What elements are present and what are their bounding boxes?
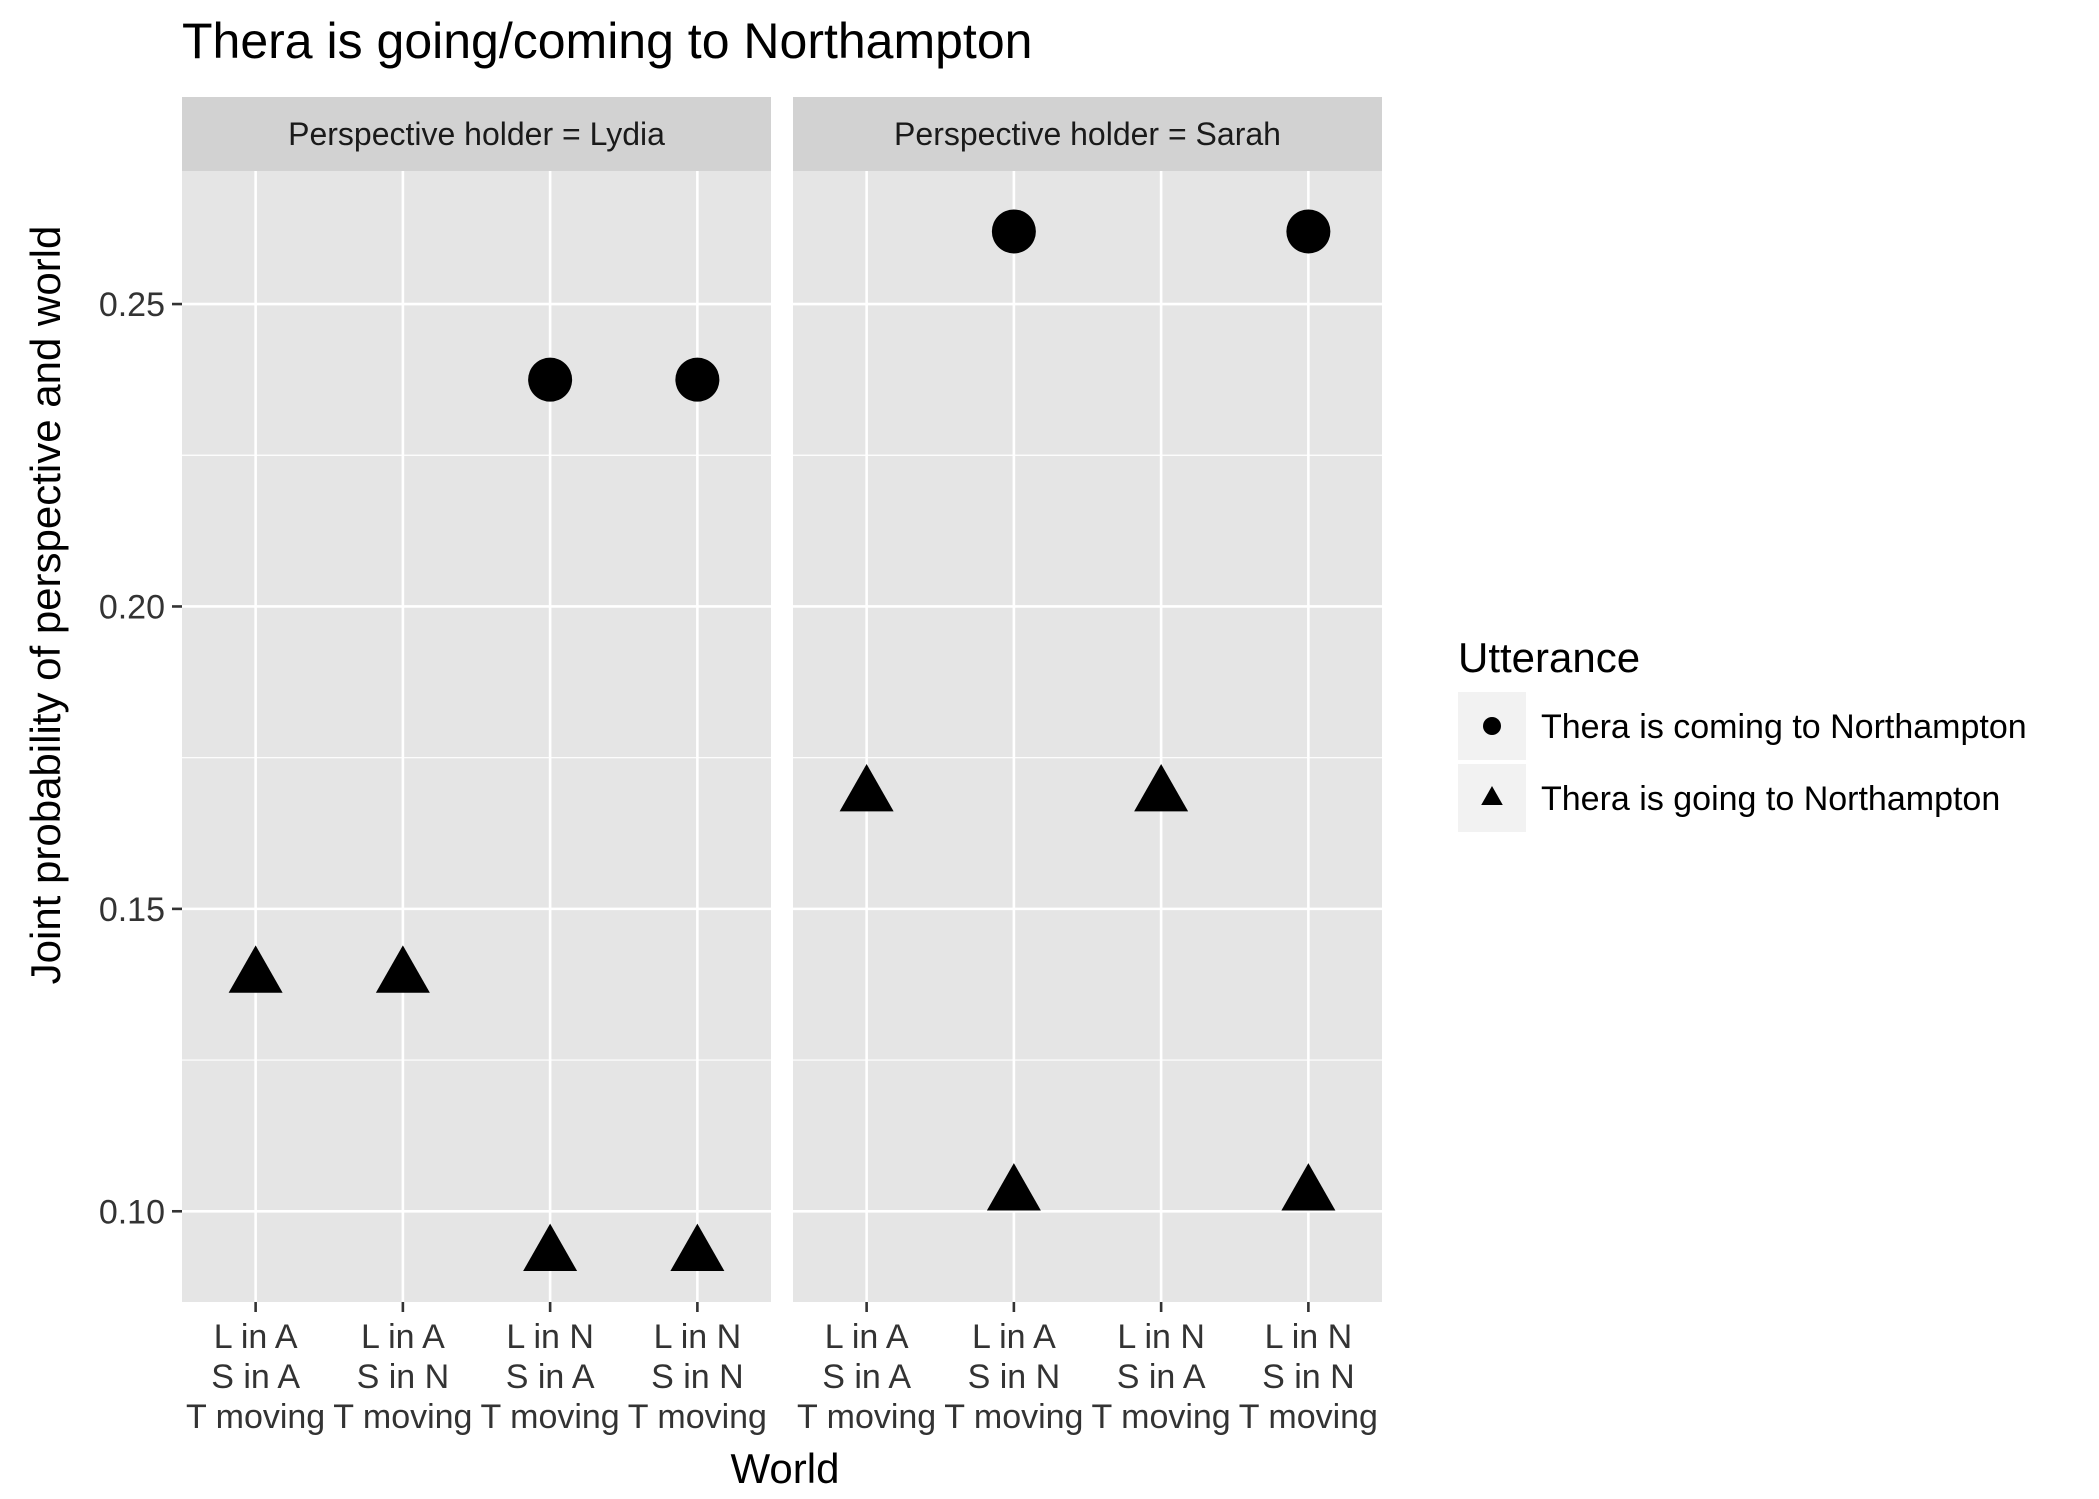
y-axis-title: Joint probability of perspective and wor… — [22, 226, 69, 985]
panel-background — [793, 171, 1382, 1302]
data-point-going — [1281, 1163, 1336, 1211]
y-tick-label: 0.10 — [99, 1193, 165, 1231]
data-point-coming — [528, 357, 573, 402]
data-point-coming — [1286, 209, 1331, 254]
legend: Utterance Thera is coming to Northampton… — [1458, 634, 2027, 832]
y-tick-label: 0.20 — [99, 588, 165, 626]
chart-title: Thera is going/coming to Northampton — [182, 13, 1032, 69]
y-tick-label: 0.15 — [99, 891, 165, 929]
data-point-going — [375, 945, 430, 993]
legend-label: Thera is going to Northampton — [1541, 780, 2000, 818]
data-point-going — [1134, 763, 1189, 812]
facet-strip — [793, 97, 1382, 171]
x-axis-title: World — [731, 1445, 840, 1492]
data-point-coming — [991, 209, 1036, 254]
legend-label: Thera is coming to Northampton — [1541, 708, 2027, 746]
facet-strip-label: Perspective holder = Sarah — [894, 116, 1281, 152]
data-point-going — [228, 945, 283, 993]
data-point-going — [986, 1163, 1041, 1211]
data-point-going — [523, 1223, 578, 1272]
facet-strip-label: Perspective holder = Lydia — [288, 116, 665, 152]
panel-background — [182, 171, 771, 1302]
data-point-going — [670, 1223, 725, 1272]
legend-triangle-icon — [1481, 786, 1503, 805]
data-point-coming — [675, 357, 720, 402]
facet-strip — [182, 97, 771, 171]
data-point-going — [839, 763, 894, 812]
y-tick-label: 0.25 — [99, 286, 165, 324]
legend-circle-icon — [1483, 717, 1501, 735]
legend-title: Utterance — [1458, 634, 1640, 681]
